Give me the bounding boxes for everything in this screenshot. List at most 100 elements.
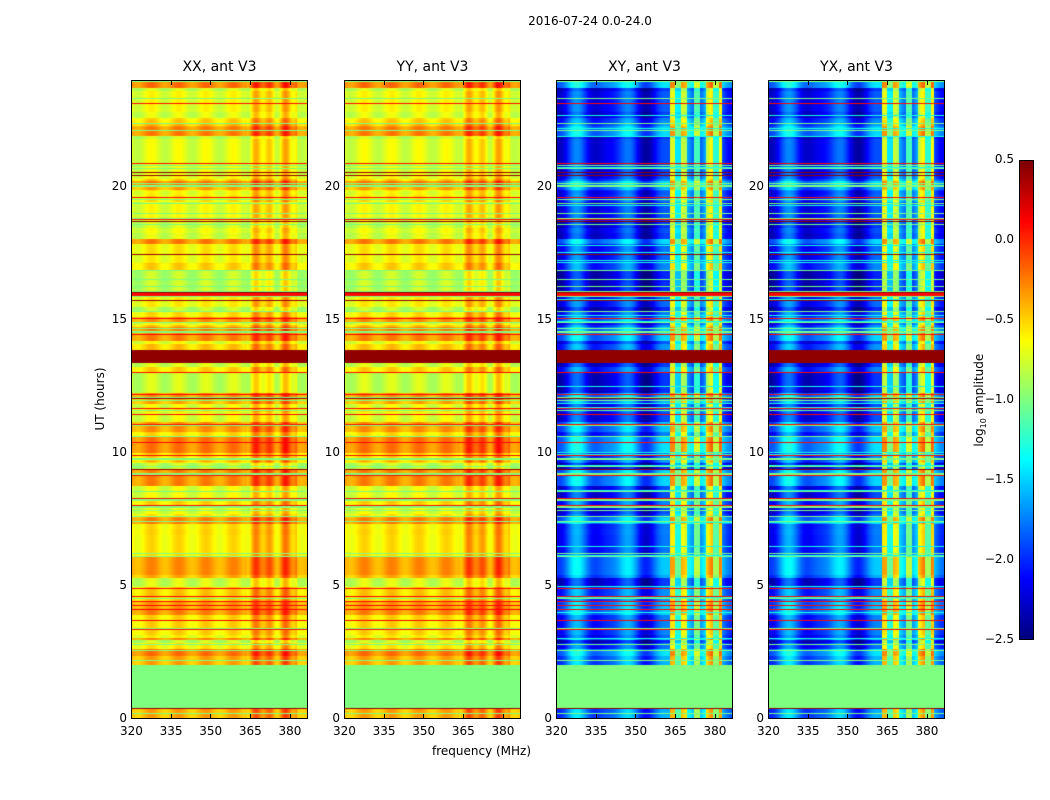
x-tick-label: 320: [757, 724, 780, 738]
x-tick-mark: [502, 714, 504, 719]
y-tick-label: 15: [536, 311, 552, 326]
y-tick-label: 15: [111, 311, 127, 326]
x-tick-label: 350: [836, 724, 860, 738]
x-tick-mark: [462, 714, 464, 719]
x-tick-label: 365: [451, 724, 475, 738]
heatmap-image: [557, 81, 732, 718]
y-tick-label: 20: [111, 178, 127, 193]
panel-title: YY, ant V3: [396, 59, 469, 75]
panel-title: XY, ant V3: [608, 59, 681, 75]
x-tick-mark: [595, 714, 597, 719]
x-tick-label: 350: [412, 724, 436, 738]
y-tick-label: 20: [748, 178, 764, 193]
y-tick-label: 0: [119, 711, 127, 725]
y-tick-label: 10: [324, 444, 340, 459]
panel-yy: YY, ant V3: [344, 59, 521, 719]
colorbar-tick-label: −0.5: [984, 312, 1014, 326]
x-tick-mark: [502, 80, 504, 85]
x-tick-mark: [768, 80, 769, 85]
colorbar-label-log: log: [971, 428, 986, 447]
x-tick-mark: [595, 80, 597, 85]
y-tick-label: 10: [748, 444, 764, 459]
colorbar: [1019, 160, 1034, 640]
x-tick-label: 380: [915, 724, 939, 738]
colorbar-tick-label: −2.5: [984, 632, 1014, 646]
y-tick-label: 5: [756, 577, 764, 592]
x-tick-mark: [926, 714, 928, 719]
heatmap-image: [132, 81, 307, 718]
x-tick-mark: [926, 80, 928, 85]
x-tick-label: 335: [372, 724, 396, 738]
x-tick-mark: [344, 80, 345, 85]
colorbar-tick-label: 0.5: [994, 152, 1014, 166]
x-tick-label: 335: [159, 724, 183, 738]
x-tick-mark: [289, 714, 291, 719]
y-axis-label: UT (hours): [93, 367, 107, 431]
panel-xy: XY, ant V3: [556, 59, 733, 719]
x-tick-label: 380: [278, 724, 302, 738]
x-tick-mark: [249, 714, 251, 719]
x-tick-mark: [714, 714, 716, 719]
y-tick-label: 20: [324, 178, 340, 193]
y-tick-label: 15: [748, 311, 764, 326]
x-tick-mark: [807, 80, 809, 85]
x-tick-label: 365: [238, 724, 262, 738]
y-tick-label: 10: [536, 444, 552, 459]
colorbar-tick-label: 0.0: [994, 232, 1014, 246]
x-tick-mark: [383, 80, 385, 85]
heatmap-image: [345, 81, 520, 718]
x-tick-mark: [847, 714, 849, 719]
y-tick-label: 5: [119, 577, 127, 592]
x-tick-mark: [170, 80, 172, 85]
panel-yx: YX, ant V3: [768, 59, 945, 719]
x-tick-mark: [423, 80, 425, 85]
x-tick-mark: [383, 714, 385, 719]
panel-title: YX, ant V3: [820, 59, 893, 75]
y-tick-label: 0: [756, 711, 764, 725]
x-tick-label: 350: [199, 724, 223, 738]
x-tick-mark: [714, 80, 716, 85]
y-tick-label: 5: [332, 577, 340, 592]
y-tick-label: 5: [544, 577, 552, 592]
heatmap-image: [769, 81, 944, 718]
x-tick-label: 365: [875, 724, 899, 738]
panel-xx: XX, ant V3: [131, 59, 308, 719]
colorbar-tick-label: −2.0: [984, 552, 1014, 566]
x-tick-mark: [131, 714, 132, 719]
x-tick-label: 320: [545, 724, 568, 738]
y-tick-label: 10: [111, 444, 127, 459]
x-tick-label: 335: [796, 724, 820, 738]
x-tick-mark: [674, 714, 676, 719]
x-tick-mark: [210, 714, 212, 719]
x-tick-mark: [210, 80, 212, 85]
x-axis-label: frequency (MHz): [432, 744, 532, 758]
x-tick-mark: [807, 714, 809, 719]
figure-title: 2016-07-24 0.0-24.0: [528, 14, 652, 28]
x-tick-label: 335: [584, 724, 608, 738]
x-tick-label: 380: [491, 724, 515, 738]
x-tick-mark: [556, 80, 557, 85]
x-tick-mark: [556, 714, 557, 719]
x-tick-mark: [131, 80, 132, 85]
x-tick-mark: [344, 714, 345, 719]
x-tick-mark: [886, 714, 888, 719]
panel-title: XX, ant V3: [182, 59, 257, 75]
y-tick-label: 15: [324, 311, 340, 326]
x-tick-label: 350: [624, 724, 648, 738]
x-tick-mark: [635, 80, 637, 85]
x-tick-mark: [768, 714, 769, 719]
x-tick-mark: [635, 714, 637, 719]
x-tick-mark: [847, 80, 849, 85]
colorbar-label-rest: amplitude: [971, 353, 986, 419]
x-tick-mark: [170, 714, 172, 719]
y-tick-label: 20: [536, 178, 552, 193]
x-tick-mark: [289, 80, 291, 85]
x-tick-mark: [423, 714, 425, 719]
y-tick-label: 0: [544, 711, 552, 725]
x-tick-label: 380: [703, 724, 727, 738]
colorbar-tick-label: −1.5: [984, 472, 1014, 486]
colorbar-tick-label: −1.0: [984, 392, 1014, 406]
x-tick-mark: [249, 80, 251, 85]
x-tick-label: 365: [663, 724, 687, 738]
